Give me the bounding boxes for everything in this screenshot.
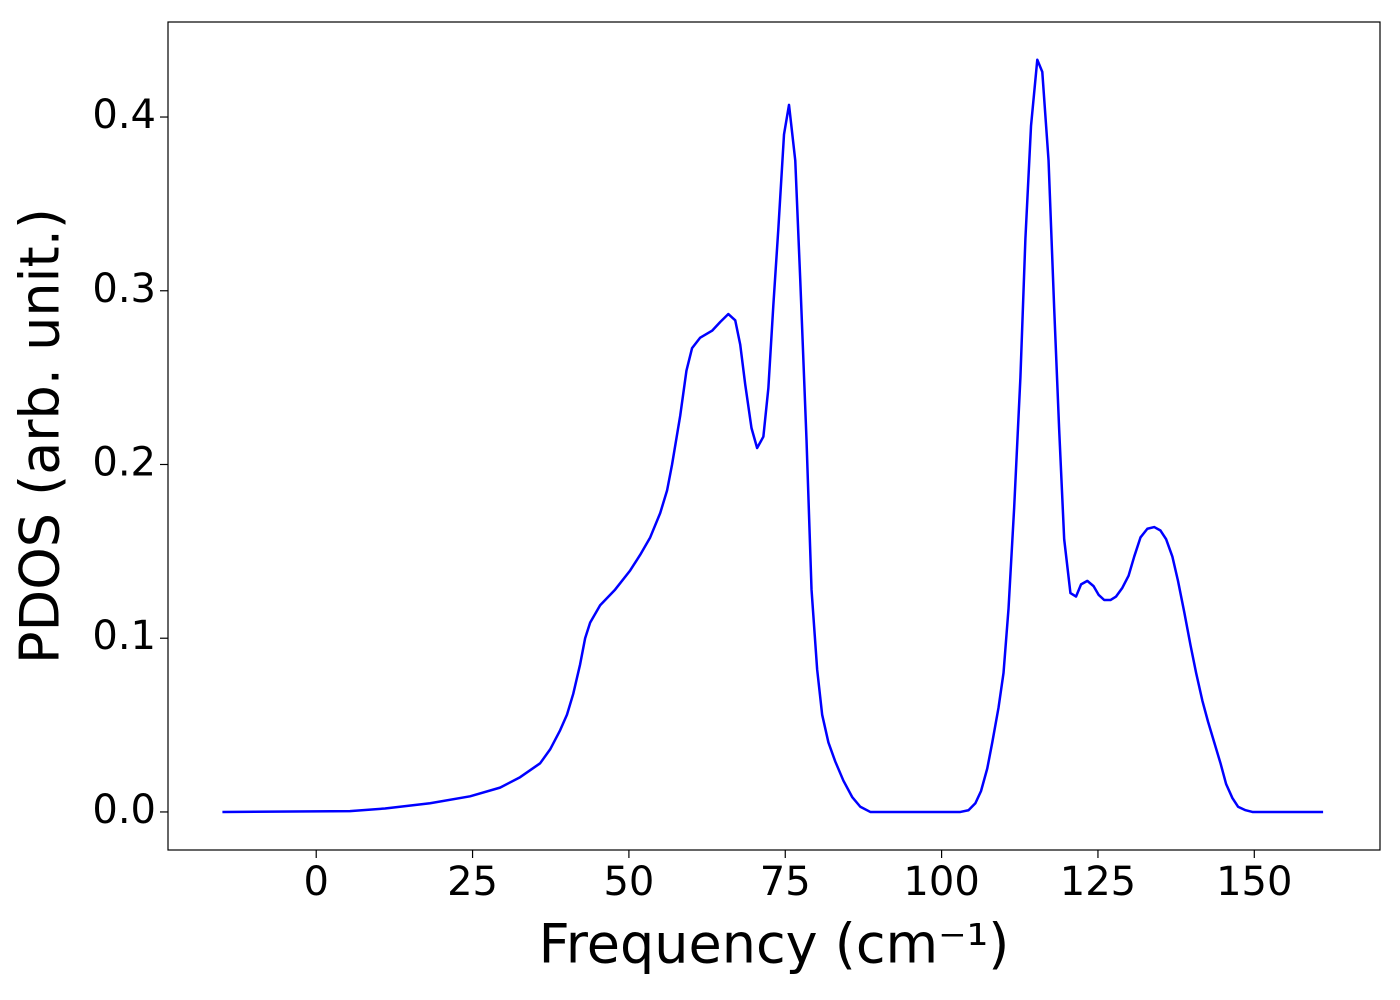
x-tick-label: 25 [447, 859, 498, 905]
y-tick-label: 0.1 [92, 613, 156, 659]
y-tick-label: 0.2 [92, 439, 156, 485]
y-axis-label: PDOS (arb. unit.) [9, 208, 72, 664]
x-axis-label: Frequency (cm⁻¹) [539, 913, 1010, 976]
y-tick-label: 0.3 [92, 266, 156, 312]
x-tick-label: 50 [603, 859, 654, 905]
x-tick-label: 100 [903, 859, 979, 905]
x-tick-label: 75 [760, 859, 811, 905]
y-tick-label: 0.4 [92, 92, 156, 138]
plot-frame [167, 21, 1381, 851]
data-line [222, 58, 1324, 814]
y-tick-label: 0.0 [92, 787, 156, 833]
x-tick-label: 150 [1216, 859, 1292, 905]
x-tick-label: 125 [1060, 859, 1136, 905]
x-tick-label: 0 [303, 859, 328, 905]
